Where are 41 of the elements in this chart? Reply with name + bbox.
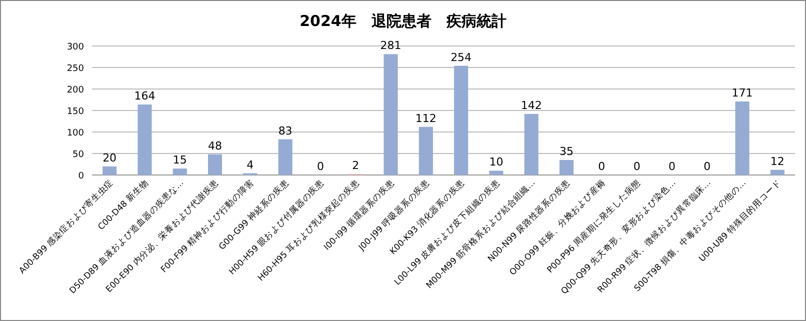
data-label: 83 bbox=[278, 124, 292, 138]
bar bbox=[735, 101, 750, 175]
data-label: 10 bbox=[489, 156, 504, 169]
data-label: 12 bbox=[770, 154, 784, 168]
data-label: 15 bbox=[172, 154, 187, 167]
data-label: 2 bbox=[352, 159, 360, 172]
bar bbox=[172, 168, 187, 175]
data-label: 35 bbox=[560, 144, 574, 158]
y-tick-label: 200 bbox=[66, 86, 84, 96]
y-tick-label: 250 bbox=[66, 64, 84, 74]
y-tick-label: 150 bbox=[66, 107, 84, 117]
bar bbox=[384, 54, 398, 175]
data-label: 112 bbox=[415, 112, 436, 125]
data-label: 0 bbox=[316, 160, 324, 173]
bar bbox=[489, 170, 504, 175]
bar bbox=[770, 170, 784, 175]
data-label: 0 bbox=[668, 160, 676, 173]
bar bbox=[418, 126, 433, 175]
y-tick-label: 300 bbox=[66, 42, 84, 52]
y-tick-label: 50 bbox=[72, 150, 84, 160]
data-label: 20 bbox=[102, 151, 117, 164]
bar bbox=[524, 114, 538, 175]
bar bbox=[138, 104, 152, 175]
data-label: 0 bbox=[633, 160, 640, 173]
bar bbox=[454, 66, 468, 175]
bar bbox=[208, 154, 222, 175]
chart-title: 2024年 退院患者 疾病統計 bbox=[300, 12, 506, 30]
y-tick-label: 0 bbox=[78, 172, 84, 182]
data-label: 281 bbox=[380, 39, 402, 52]
data-label: 254 bbox=[450, 50, 472, 64]
data-label: 48 bbox=[208, 139, 222, 152]
bar bbox=[278, 139, 292, 175]
data-label: 164 bbox=[134, 89, 156, 102]
data-label: 0 bbox=[704, 160, 711, 173]
data-label: 0 bbox=[598, 160, 606, 173]
data-label: 171 bbox=[732, 86, 753, 100]
data-label: 142 bbox=[520, 98, 542, 112]
bar bbox=[559, 160, 574, 175]
y-tick-label: 100 bbox=[66, 128, 84, 138]
bar bbox=[102, 166, 117, 175]
data-label: 4 bbox=[246, 158, 254, 172]
